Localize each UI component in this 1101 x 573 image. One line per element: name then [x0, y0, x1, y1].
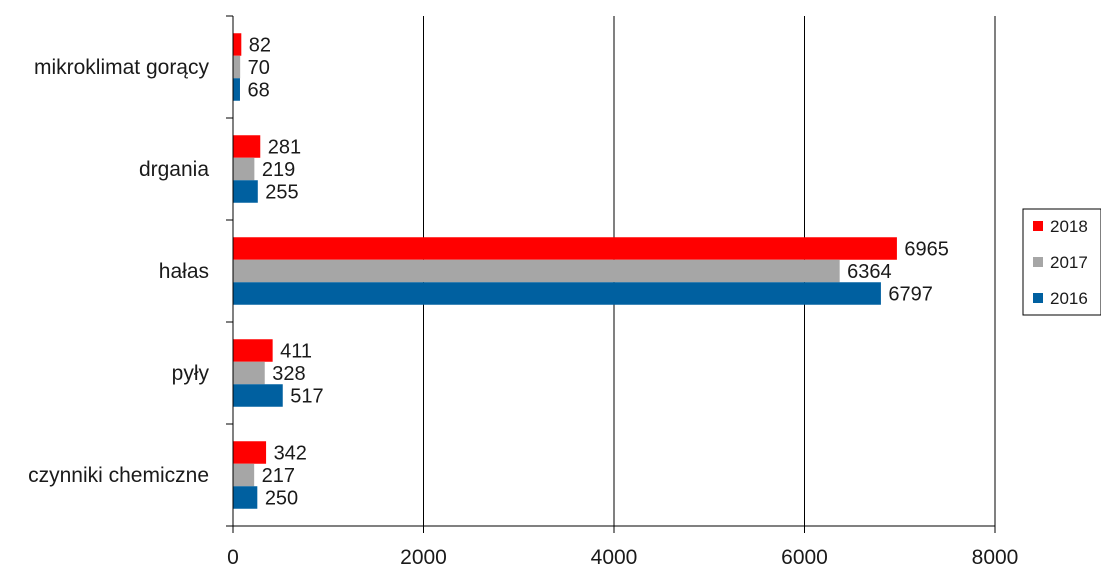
- bar-2016: [233, 384, 283, 407]
- legend-label: 2017: [1050, 253, 1088, 272]
- data-label: 70: [248, 57, 270, 79]
- bar-2016: [233, 180, 258, 203]
- data-label: 6797: [888, 284, 933, 306]
- bar-2017: [233, 463, 255, 487]
- data-label: 217: [262, 465, 295, 487]
- category-label: mikroklimat gorący: [34, 56, 210, 79]
- data-label: 255: [265, 182, 298, 204]
- data-label: 6965: [904, 239, 949, 261]
- legend-label: 2018: [1050, 217, 1088, 236]
- x-tick-label: 0: [227, 546, 239, 568]
- legend-swatch-2018: [1033, 221, 1043, 231]
- bar-2016: [233, 282, 881, 305]
- x-tick-label: 8000: [972, 546, 1019, 568]
- data-label: 342: [274, 443, 307, 465]
- bar-2017: [233, 55, 241, 79]
- x-tick-label: 4000: [591, 546, 638, 568]
- bar-2016: [233, 486, 258, 509]
- data-label: 517: [290, 386, 323, 408]
- legend-swatch-2016: [1033, 293, 1043, 303]
- bars: [233, 33, 897, 509]
- legend-label: 2016: [1050, 289, 1088, 308]
- data-label: 82: [249, 35, 271, 57]
- data-label: 68: [247, 80, 269, 102]
- bar-2018: [233, 441, 267, 464]
- legend-swatch-2017: [1033, 257, 1043, 267]
- category-label: drgania: [139, 158, 209, 181]
- bar-2018: [233, 135, 261, 158]
- data-label: 411: [280, 341, 312, 363]
- x-tick-label: 2000: [400, 546, 447, 568]
- data-label: 281: [268, 137, 301, 159]
- data-label: 219: [262, 159, 295, 181]
- data-label: 250: [265, 488, 298, 510]
- x-tick-label: 6000: [781, 546, 828, 568]
- category-label: hałas: [159, 260, 209, 283]
- category-label: czynniki chemiczne: [28, 464, 209, 487]
- category-label: pyły: [172, 362, 210, 385]
- axes: 0 2000 4000 6000 8000: [226, 15, 1019, 569]
- legend: 2018 2017 2016: [1022, 208, 1101, 316]
- bar-2018: [233, 237, 897, 260]
- bar-2017: [233, 361, 265, 385]
- bar-2018: [233, 339, 273, 362]
- bar-2018: [233, 33, 242, 56]
- data-label: 328: [272, 363, 305, 385]
- data-label: 6364: [847, 261, 892, 283]
- bar-2017: [233, 259, 840, 283]
- bar-2017: [233, 157, 255, 181]
- bar-2016: [233, 78, 240, 101]
